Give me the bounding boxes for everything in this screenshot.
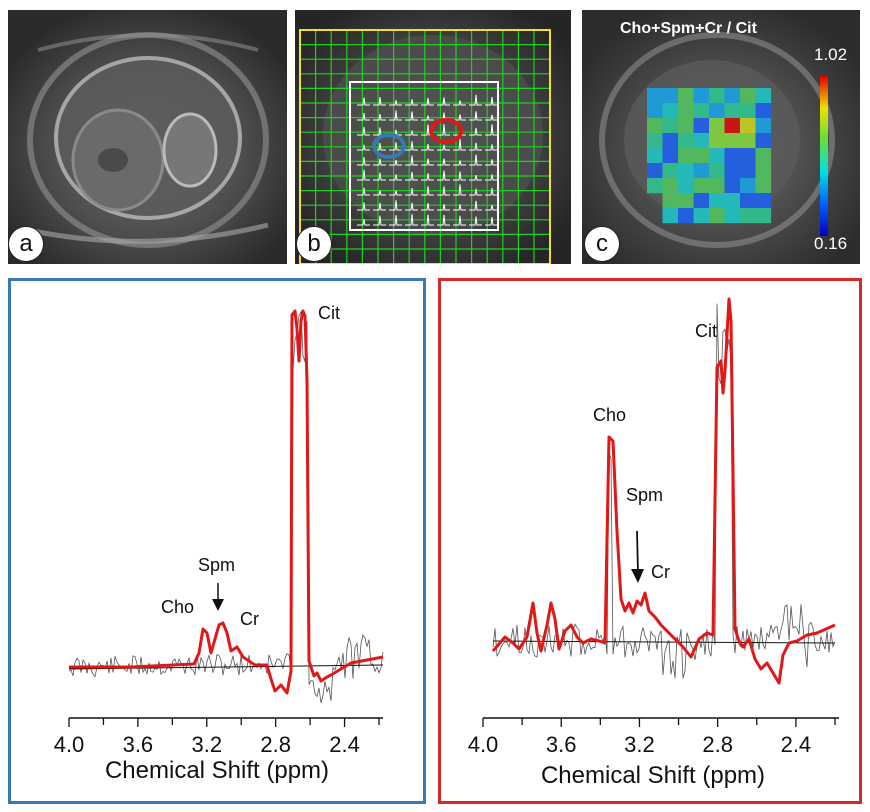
- x-axis-label: Chemical Shift (ppm): [541, 762, 765, 789]
- blue-voxel-marker: [372, 133, 406, 159]
- excitation-box: [349, 81, 499, 231]
- tick-label: 2.8: [260, 732, 291, 757]
- mrsi-voxel-grid: [295, 10, 571, 264]
- panel-c-label: c: [584, 226, 620, 262]
- panel-c-mri-image: [582, 10, 860, 264]
- tick-label: 2.4: [329, 732, 360, 757]
- peak-label-cho: Cho: [593, 405, 626, 425]
- x-axis-label: Chemical Shift (ppm): [105, 757, 329, 784]
- tick-label: 4.0: [54, 732, 85, 757]
- spm-arrow: [212, 583, 224, 611]
- colorbar-min-label: 0.16: [814, 234, 848, 253]
- heatmap-overlay: [647, 88, 772, 224]
- map-title: Cho+Spm+Cr / Cit: [620, 20, 757, 37]
- peak-label-spm: Spm: [626, 485, 663, 505]
- panel-b-mri-image: [295, 10, 571, 264]
- peak-label-cit: Cit: [318, 303, 340, 323]
- peak-label-cr: Cr: [651, 562, 670, 582]
- peak-label-cho: Cho: [161, 597, 194, 617]
- tick-label: 3.2: [624, 732, 655, 757]
- mri-axial-prostate: [8, 10, 287, 264]
- raw-spectrum-line: [492, 303, 836, 679]
- fitted-spectrum-line: [491, 297, 836, 685]
- red-voxel-spectrum-panel: Cit Cho Spm Cr 4.0 3.6 3.2 2.8 2.4 Chemical …: [438, 278, 862, 804]
- spm-arrow: [631, 530, 644, 583]
- voxel-spectra: [357, 94, 498, 226]
- tick-label: 3.6: [123, 732, 154, 757]
- peak-label-cr: Cr: [240, 609, 259, 629]
- tick-label: 3.6: [546, 732, 577, 757]
- fitted-spectrum-line: [69, 309, 384, 695]
- panel-b-label: b: [296, 226, 332, 262]
- peak-label-cit: Cit: [695, 321, 717, 341]
- raw-spectrum-line: [68, 310, 384, 704]
- tick-label: 3.2: [191, 732, 222, 757]
- baseline: [492, 640, 836, 644]
- red-voxel-marker: [429, 118, 463, 144]
- tick-label: 2.4: [781, 732, 812, 757]
- blue-voxel-spectrum-panel: Cit Cho Spm Cr 4.0 3.6 3.2 2.8 2.4 Chemical …: [8, 278, 426, 804]
- metabolite-ratio-map: [582, 10, 860, 264]
- panel-a-label: a: [8, 226, 44, 262]
- tick-label: 4.0: [468, 732, 499, 757]
- red-spectrum-plot: Cit Cho Spm Cr 4.0 3.6 3.2 2.8 2.4 Chemical …: [468, 297, 839, 789]
- panel-a-mri-image: [8, 10, 287, 264]
- tick-label: 2.8: [702, 732, 733, 757]
- prescription-box: [299, 29, 551, 264]
- colorbar: [820, 76, 828, 236]
- colorbar-max-label: 1.02: [814, 45, 848, 64]
- peak-label-spm: Spm: [198, 555, 235, 575]
- blue-spectrum-plot: Cit Cho Spm Cr 4.0 3.6 3.2 2.8 2.4 Chemical …: [54, 303, 384, 784]
